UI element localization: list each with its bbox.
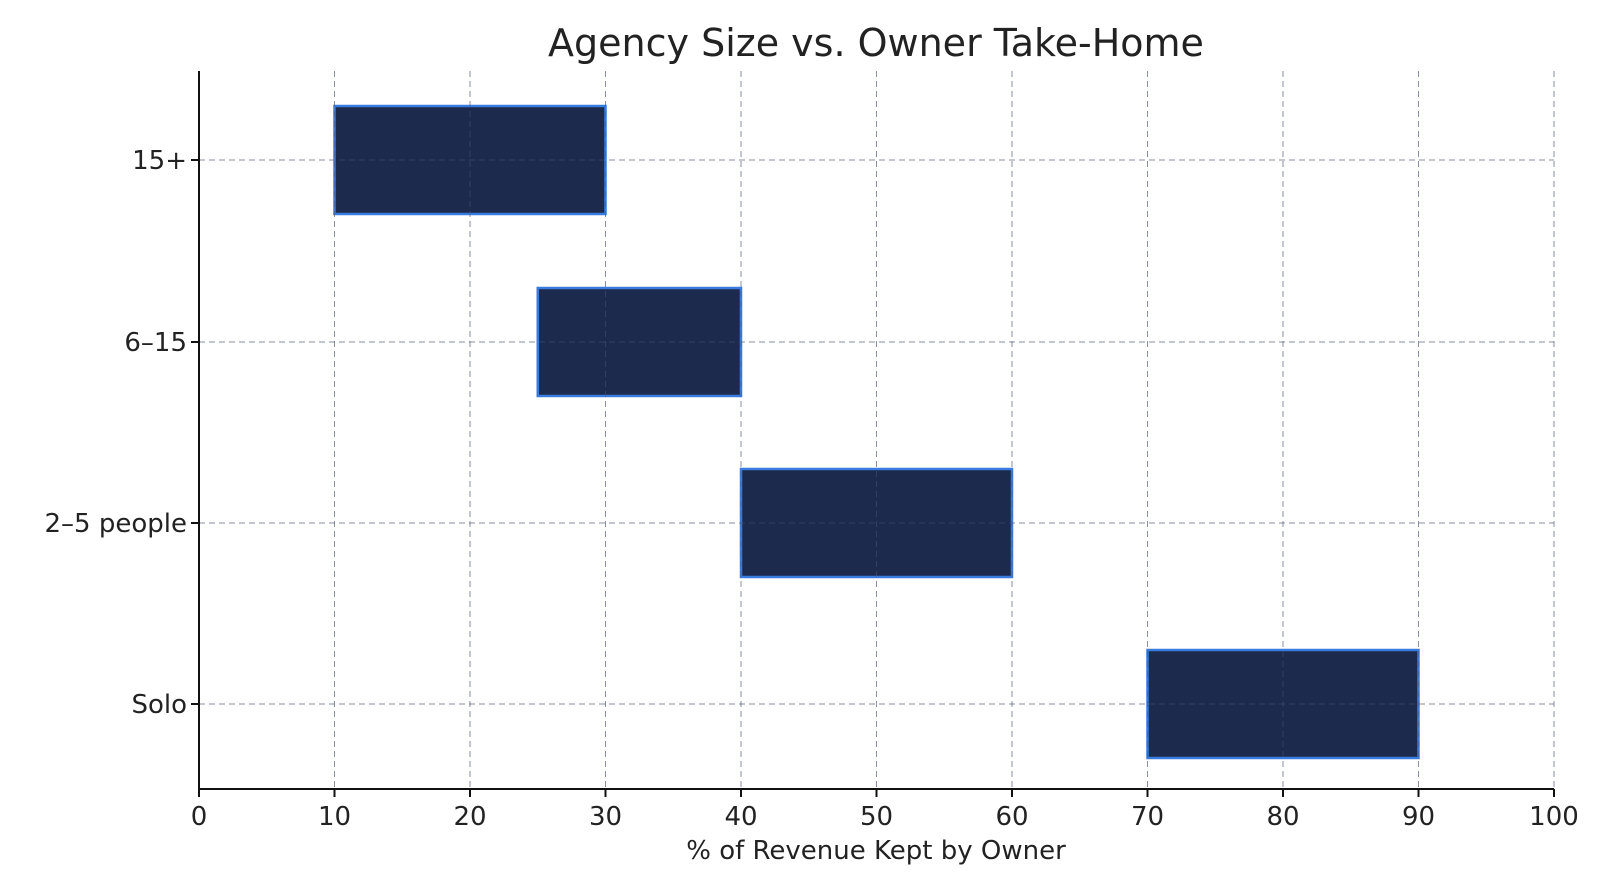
x-tick-label: 80 <box>1266 802 1299 832</box>
chart-title: Agency Size vs. Owner Take-Home <box>548 21 1204 65</box>
ticks: 0 10 20 30 40 50 60 70 80 90 100 Solo 2–5 people 6–15… <box>45 146 1579 832</box>
bars <box>198 71 1555 789</box>
y-tick-label: 2–5 people <box>45 509 187 539</box>
x-tick-label: 10 <box>318 802 351 832</box>
x-tick-label: 100 <box>1529 802 1579 832</box>
y-tick-label: 6–15 <box>124 328 187 358</box>
x-tick-label: 90 <box>1402 802 1435 832</box>
x-tick-label: 20 <box>453 802 486 832</box>
x-tick-label: 70 <box>1131 802 1164 832</box>
x-tick-label: 50 <box>860 802 893 832</box>
x-tick-label: 40 <box>724 802 757 832</box>
y-tick-label: Solo <box>131 690 187 720</box>
y-tick-label: 15+ <box>132 146 187 176</box>
x-axis-label: % of Revenue Kept by Owner <box>686 836 1066 866</box>
x-tick-label: 0 <box>191 802 208 832</box>
x-tick-label: 30 <box>589 802 622 832</box>
x-tick-label: 60 <box>995 802 1028 832</box>
